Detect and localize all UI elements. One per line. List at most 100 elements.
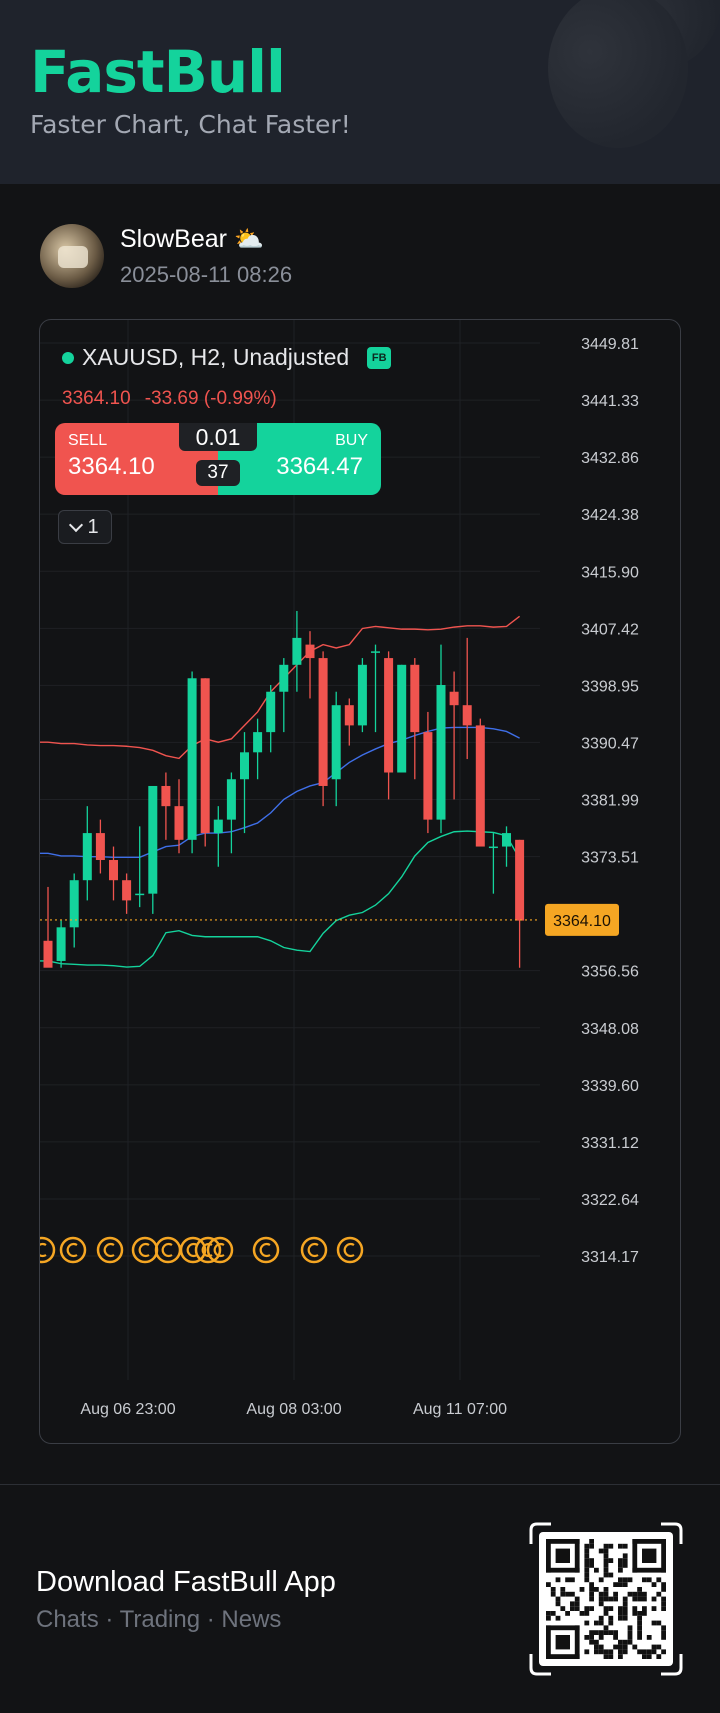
qr-module: [594, 1630, 599, 1635]
qr-module: [555, 1635, 570, 1650]
qr-module: [622, 1543, 628, 1549]
event-icon-glyph: [259, 1242, 271, 1258]
qr-module: [642, 1606, 647, 1611]
event-icon: [59, 1236, 87, 1264]
username-line[interactable]: SlowBear ⛅: [120, 225, 264, 254]
candle-bull: [135, 893, 145, 896]
lot-size-input[interactable]: 0.01: [179, 423, 257, 451]
qr-module: [594, 1649, 599, 1655]
spread-value: 37: [196, 460, 240, 486]
event-icon: [252, 1236, 280, 1264]
qr-module: [589, 1563, 594, 1568]
qr-module: [574, 1606, 580, 1611]
qr-module: [613, 1582, 618, 1587]
qr-module: [618, 1558, 623, 1563]
username[interactable]: SlowBear: [120, 225, 227, 253]
qr-module: [589, 1543, 594, 1549]
qr-module: [546, 1582, 551, 1587]
qr-module: [622, 1553, 628, 1559]
y-tick-label: 3424.38: [581, 507, 639, 524]
qr-module: [656, 1644, 662, 1650]
qr-module: [608, 1620, 614, 1626]
qr-module: [627, 1635, 633, 1640]
candle-bear: [423, 732, 433, 820]
qr-module: [627, 1625, 633, 1631]
event-icon: [96, 1236, 124, 1264]
qr-module: [618, 1654, 623, 1659]
qr-module: [589, 1630, 594, 1635]
avatar[interactable]: [40, 224, 104, 288]
qr-module: [622, 1563, 628, 1568]
qr-module: [584, 1620, 590, 1626]
qr-module: [656, 1654, 662, 1659]
x-tick-label: Aug 06 23:00: [80, 1401, 175, 1418]
qr-module: [613, 1596, 618, 1602]
indicator-count: 1: [87, 515, 99, 538]
qr-module: [618, 1611, 623, 1616]
qr-module: [618, 1577, 623, 1583]
qr-module: [603, 1567, 609, 1573]
chart-card[interactable]: 3449.81 3441.33 3432.86 3424.38 3415.90 3407.…: [39, 319, 681, 1444]
qr-module: [632, 1606, 638, 1611]
qr-module: [661, 1601, 666, 1607]
qr-module: [618, 1649, 623, 1655]
qr-module: [642, 1649, 647, 1655]
qr-module: [570, 1601, 575, 1607]
qr-module: [546, 1625, 580, 1631]
qr-module: [632, 1539, 638, 1573]
qr-module: [637, 1635, 642, 1640]
qr-module: [622, 1615, 628, 1621]
candle-bear: [344, 705, 354, 726]
candle-bull: [357, 664, 367, 726]
qr-module: [584, 1567, 590, 1573]
qr-module: [589, 1606, 594, 1611]
y-tick-label: 3381.99: [581, 793, 639, 810]
qr-corner-frame: [529, 1522, 683, 1676]
x-tick-label: Aug 11 07:00: [413, 1401, 507, 1418]
candle-bear: [174, 806, 184, 840]
symbol-row: XAUUSD, H2, Unadjusted FB: [62, 344, 392, 371]
qr-module: [598, 1649, 604, 1655]
qr-module: [603, 1611, 609, 1616]
last-price-tag-label: 3364.10: [553, 913, 611, 930]
qr-module: [622, 1558, 628, 1563]
qr-module: [555, 1596, 561, 1602]
indicator-collapse-button[interactable]: 1: [58, 510, 112, 544]
candle-bear: [122, 880, 132, 901]
sell-price: 3364.10: [68, 453, 155, 480]
qr-module: [598, 1577, 604, 1583]
qr-module: [603, 1548, 609, 1554]
qr-module: [637, 1587, 642, 1592]
qr-module: [584, 1611, 590, 1616]
qr-module: [598, 1591, 604, 1597]
candle-bull: [240, 752, 249, 780]
qr-module: [546, 1611, 551, 1616]
qr-module: [613, 1635, 618, 1640]
qr-module: [627, 1630, 633, 1635]
y-tick-label: 3373.51: [581, 850, 639, 867]
qr-module: [560, 1591, 566, 1597]
buy-button[interactable]: BUY 3364.47: [218, 423, 381, 495]
qr-module: [594, 1644, 599, 1650]
qr-module: [584, 1577, 590, 1583]
qr-module: [546, 1654, 580, 1659]
qr-module: [574, 1601, 580, 1607]
event-icon-glyph: [186, 1242, 198, 1258]
qr-code-icon[interactable]: [529, 1522, 683, 1676]
event-icon: [206, 1236, 234, 1264]
qr-module: [622, 1606, 628, 1611]
qr-module: [555, 1601, 561, 1607]
qr-module: [584, 1635, 590, 1640]
event-icon-glyph: [213, 1242, 225, 1258]
download-title[interactable]: Download FastBull App: [36, 1566, 336, 1598]
post-timestamp: 2025-08-11 08:26: [120, 262, 293, 287]
qr-module: [661, 1596, 666, 1602]
qr-module: [656, 1577, 662, 1583]
candle-bear: [475, 725, 485, 847]
candle-bull: [436, 685, 446, 820]
y-tick-label: 3441.33: [581, 393, 639, 410]
y-tick-label: 3390.47: [581, 735, 639, 752]
candle-bull: [82, 833, 92, 881]
qr-module: [642, 1591, 647, 1597]
qr-module: [603, 1558, 609, 1563]
